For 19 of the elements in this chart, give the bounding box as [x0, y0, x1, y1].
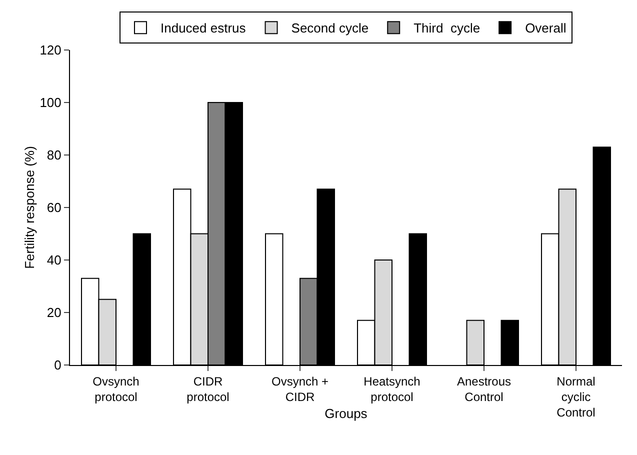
x-tick-label: Ovsynch protocol [92, 374, 140, 404]
y-tick-label: 0 [54, 358, 62, 373]
x-tick-label: CIDR protocol [186, 374, 230, 404]
x-tick-label: Normal cyclic Control [556, 374, 596, 420]
legend-label: Overall [525, 20, 566, 36]
legend-label: Third cycle [414, 20, 480, 36]
y-tick-label: 100 [40, 95, 62, 110]
legend-label: Second cycle [291, 20, 369, 36]
legend-label: Induced estrus [160, 20, 246, 36]
y-tick-label: 120 [40, 42, 62, 58]
x-tick-label: Heatsynch protocol [364, 374, 420, 404]
x-tick-label: Anestrous Control [456, 374, 512, 404]
y-tick-label: 40 [46, 252, 62, 268]
y-tick-label: 20 [46, 305, 62, 320]
y-axis-title: Fertility response (%) [22, 146, 37, 269]
y-tick-label: 80 [46, 148, 62, 163]
x-tick-label: Ovsynch + CIDR [271, 374, 329, 404]
y-tick-label: 60 [46, 200, 62, 216]
x-axis-title: Groups [324, 406, 368, 421]
